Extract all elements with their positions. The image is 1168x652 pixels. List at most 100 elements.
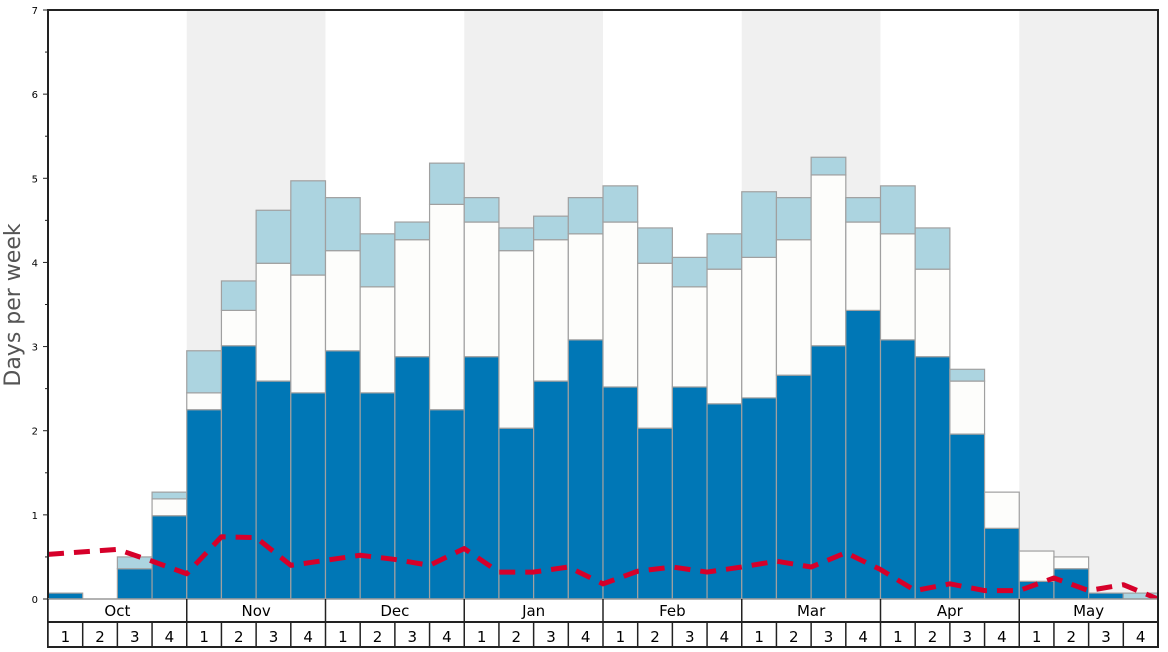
bar-white [428,203,465,411]
bar-white [602,221,639,388]
bar-dark [255,380,292,600]
bar-light [116,556,153,570]
bar-light [533,215,569,241]
bar-white [567,233,604,341]
week-label: 4 [303,628,313,646]
bar-dark [671,386,708,600]
bar-white [1018,550,1055,582]
bar-light [567,197,604,235]
week-label: 3 [685,628,695,646]
bar-dark [428,409,465,600]
bar-light [255,209,292,264]
bar-dark [116,568,153,600]
month-label: May [1073,602,1104,620]
bar-light [775,197,812,241]
month-label: Apr [937,602,964,620]
bar-light [290,180,327,276]
month-label: Feb [659,602,686,620]
y-tick-label: 2 [32,427,38,438]
bar-light [498,227,535,252]
bar-light [914,227,951,270]
bar-light [879,185,916,235]
week-label: 1 [1032,628,1042,646]
week-label: 1 [893,628,903,646]
y-tick-label: 1 [32,511,38,522]
week-label: 1 [616,628,626,646]
bar-light [394,221,431,241]
week-label: 3 [824,628,834,646]
y-tick-label: 0 [32,595,38,606]
week-label: 2 [650,628,660,646]
week-label: 1 [61,628,71,646]
week-label: 1 [477,628,487,646]
week-label: 1 [754,628,764,646]
week-label: 4 [720,628,730,646]
bar-light [949,368,986,382]
week-label: 4 [442,628,452,646]
y-tick-label: 6 [32,90,38,101]
bar-dark [602,386,639,600]
bar-dark [741,397,778,600]
week-label: 3 [546,628,556,646]
bar-white [463,221,500,358]
bar-light [810,156,847,176]
week-label: 4 [997,628,1007,646]
bar-light [671,256,708,288]
month-shade [1019,10,1158,599]
week-label: 2 [95,628,105,646]
bar-white [394,239,431,358]
bar-dark [914,356,951,600]
bar-dark [151,515,188,600]
week-label: 4 [165,628,175,646]
bar-white [983,491,1020,529]
bar-white [151,498,188,517]
bar-white [498,250,535,429]
bar-light [359,233,396,288]
week-label: 2 [234,628,244,646]
y-tick-label: 4 [32,258,38,269]
average-line [47,534,1159,602]
bar-white [255,262,292,382]
y-axis-label: Days per week [1,223,26,386]
bar-dark [637,427,673,600]
bar-white [914,268,951,358]
bar-white [845,221,882,311]
bar-white [949,380,986,435]
bar-light [324,197,361,252]
bar-light [706,233,743,270]
y-tick-label: 5 [32,174,38,185]
bar-dark [949,433,986,600]
week-label: 3 [962,628,972,646]
month-label: Dec [380,602,409,620]
y-tick-label: 3 [32,343,38,354]
bar-light [428,162,465,205]
bar-white [706,268,743,405]
bar-dark [1053,568,1090,600]
bar-white [671,286,708,388]
bar-dark [186,409,223,600]
bar-white [324,250,361,352]
week-label: 2 [512,628,522,646]
bar-dark [220,345,257,600]
bar-dark [845,309,882,600]
bar-light [151,491,188,500]
week-label: 1 [338,628,348,646]
bar-white [879,233,916,341]
week-label: 3 [407,628,417,646]
bar-light [602,185,639,223]
bar-dark [359,392,396,600]
bar-white [359,286,396,394]
week-label: 4 [858,628,868,646]
bar-white [1053,556,1090,570]
bar-white [775,239,812,376]
week-label: 1 [199,628,209,646]
bar-white [637,262,673,429]
month-label: Nov [241,602,270,620]
bar-dark [879,339,916,600]
week-label: 3 [1101,628,1111,646]
month-label: Mar [797,602,826,620]
month-label: Oct [104,602,130,620]
week-label: 3 [130,628,140,646]
bar-white [290,274,327,394]
